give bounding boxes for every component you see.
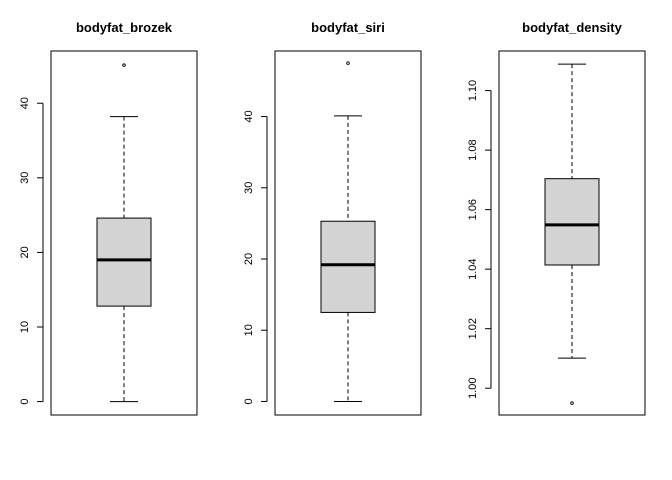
y-tick-label: 20 — [243, 253, 255, 265]
chart-title: bodyfat_brozek — [76, 20, 173, 35]
y-tick-label: 20 — [19, 246, 31, 258]
y-tick-label: 40 — [19, 97, 31, 109]
iqr-box — [544, 178, 600, 266]
y-tick-label: 0 — [19, 399, 31, 405]
plot-frame — [274, 50, 422, 416]
iqr-box — [320, 220, 376, 313]
y-tick-label: 40 — [243, 110, 255, 122]
outlier-point — [570, 401, 574, 405]
boxplot-panel-2: bodyfat_siri 0 10 20 30 40 — [243, 20, 422, 416]
y-tick-label: 1.06 — [467, 199, 479, 220]
y-tick-label: 10 — [243, 324, 255, 336]
y-tick-label: 30 — [19, 172, 31, 184]
y-tick-label: 0 — [243, 398, 255, 404]
y-tick-label: 1.04 — [467, 258, 479, 279]
iqr-box — [96, 217, 152, 307]
y-tick-label: 10 — [19, 321, 31, 333]
boxplot-panel-1: bodyfat_brozek 0 10 20 30 40 — [19, 20, 198, 416]
outlier-point — [346, 61, 350, 65]
y-tick-label: 1.00 — [467, 378, 479, 399]
y-tick-label: 1.10 — [467, 80, 479, 101]
y-tick-label: 30 — [243, 182, 255, 194]
plot-frame — [498, 50, 646, 416]
y-tick-label: 1.02 — [467, 318, 479, 339]
boxplot-panel-3: bodyfat_density 1.00 1.02 1.04 1.06 1.08 1.10 — [467, 20, 646, 416]
plot-frame — [50, 50, 198, 416]
chart-title: bodyfat_siri — [311, 20, 385, 35]
y-tick-label: 1.08 — [467, 139, 479, 160]
chart-title: bodyfat_density — [522, 20, 622, 35]
outlier-point — [122, 63, 126, 67]
